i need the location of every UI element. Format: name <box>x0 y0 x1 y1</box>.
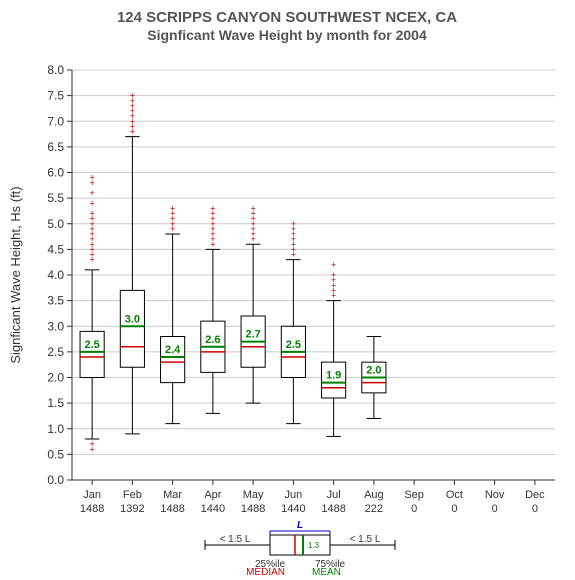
legend-median-text: MEDIAN <box>246 567 285 578</box>
count-label: 1440 <box>201 503 225 515</box>
outlier: + <box>250 203 255 213</box>
legend-whisker-hi: < 1.5 L <box>350 534 381 545</box>
chart-subtitle: Signficant Wave Height by month for 2004 <box>147 27 427 43</box>
y-tick-label: 6.0 <box>47 166 64 180</box>
mean-value-label: 1.9 <box>326 370 341 382</box>
month-label: Dec <box>525 489 545 501</box>
legend-mean-text: MEAN <box>312 567 341 578</box>
mean-value-label: 2.5 <box>286 339 301 351</box>
y-tick-label: 2.0 <box>47 371 64 385</box>
month-label: Sep <box>404 489 424 501</box>
count-label: 1488 <box>80 503 104 515</box>
month-label: Jan <box>83 489 101 501</box>
month-label: Jun <box>285 489 303 501</box>
outlier: + <box>291 219 296 229</box>
y-tick-label: 6.5 <box>47 140 64 154</box>
outlier: + <box>89 444 94 454</box>
count-label: 222 <box>365 503 383 515</box>
y-tick-label: 3.0 <box>47 319 64 333</box>
chart-container: 124 SCRIPPS CANYON SOUTHWEST NCEX, CASig… <box>0 0 575 580</box>
month-label: Oct <box>446 489 463 501</box>
outlier: + <box>331 270 336 280</box>
mean-value-label: 2.4 <box>165 344 181 356</box>
y-axis-label: Signficant Wave Height, Hs (ft) <box>8 186 23 363</box>
legend-mean-val: 1.3 <box>308 541 320 550</box>
count-label: 1392 <box>120 503 144 515</box>
outlier: + <box>170 203 175 213</box>
outlier: + <box>89 188 94 198</box>
outlier: + <box>89 209 94 219</box>
boxplot-chart: 124 SCRIPPS CANYON SOUTHWEST NCEX, CASig… <box>0 0 575 580</box>
y-tick-label: 5.0 <box>47 217 64 231</box>
count-label: 0 <box>451 503 457 515</box>
month-label: Mar <box>163 489 182 501</box>
month-label: Feb <box>123 489 142 501</box>
count-label: 1488 <box>241 503 265 515</box>
outlier: + <box>331 260 336 270</box>
chart-title: 124 SCRIPPS CANYON SOUTHWEST NCEX, CA <box>117 9 457 26</box>
month-label: Aug <box>364 489 384 501</box>
mean-value-label: 2.5 <box>84 339 99 351</box>
y-tick-label: 0.5 <box>47 447 64 461</box>
y-tick-label: 4.0 <box>47 268 64 282</box>
count-label: 0 <box>532 503 538 515</box>
outlier: + <box>89 198 94 208</box>
month-label: May <box>243 489 264 501</box>
legend-whisker-lo: < 1.5 L <box>220 534 251 545</box>
count-label: 0 <box>411 503 417 515</box>
outlier: + <box>210 203 215 213</box>
y-tick-label: 3.5 <box>47 294 64 308</box>
outlier: + <box>89 173 94 183</box>
box <box>120 290 144 367</box>
y-tick-label: 8.0 <box>47 63 64 77</box>
count-label: 1488 <box>160 503 184 515</box>
month-label: Jul <box>327 489 341 501</box>
y-tick-label: 1.0 <box>47 422 64 436</box>
mean-value-label: 2.7 <box>245 329 260 341</box>
y-tick-label: 0.0 <box>47 473 64 487</box>
legend-box <box>270 535 330 555</box>
count-label: 1440 <box>281 503 305 515</box>
month-label: Nov <box>485 489 505 501</box>
month-label: Apr <box>204 489 221 501</box>
mean-value-label: 3.0 <box>125 313 140 325</box>
y-tick-label: 4.5 <box>47 242 64 256</box>
y-tick-label: 7.5 <box>47 89 64 103</box>
outlier: + <box>130 91 135 101</box>
count-label: 0 <box>492 503 498 515</box>
y-tick-label: 1.5 <box>47 396 64 410</box>
count-label: 1488 <box>321 503 345 515</box>
mean-value-label: 2.0 <box>366 365 381 377</box>
y-tick-label: 2.5 <box>47 345 64 359</box>
mean-value-label: 2.6 <box>205 334 220 346</box>
y-tick-label: 5.5 <box>47 191 64 205</box>
y-tick-label: 7.0 <box>47 114 64 128</box>
legend-iqr-label: L <box>297 520 303 531</box>
